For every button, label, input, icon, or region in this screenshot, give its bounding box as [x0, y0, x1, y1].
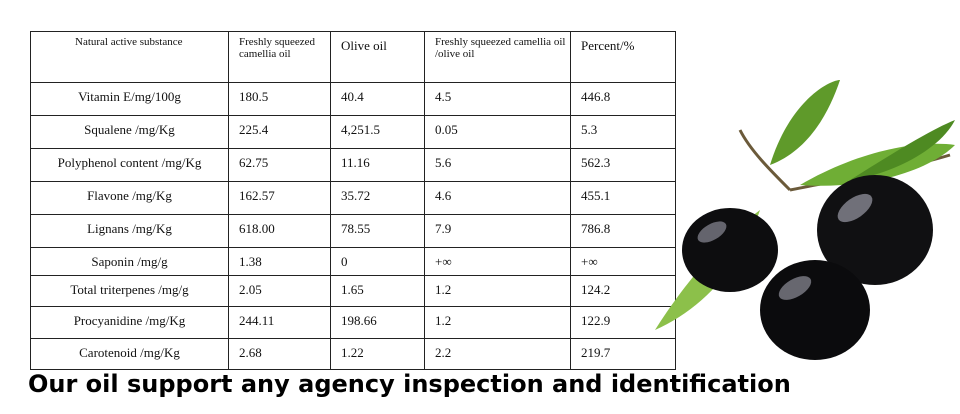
table-row: Squalene /mg/Kg 225.4 4,251.5 0.05 5.3	[30, 115, 676, 149]
table-row: Lignans /mg/Kg 618.00 78.55 7.9 786.8	[30, 214, 676, 248]
olive-highlight	[697, 221, 727, 243]
row-label: Polyphenol content /mg/Kg	[30, 148, 229, 182]
header-cell: Percent/%	[570, 31, 676, 83]
table-cell: +∞	[424, 247, 571, 276]
table-cell: 0.05	[424, 115, 571, 149]
table-cell: 40.4	[330, 82, 425, 116]
header-cell: Olive oil	[330, 31, 425, 83]
table-cell: 5.6	[424, 148, 571, 182]
row-label: Lignans /mg/Kg	[30, 214, 229, 248]
table-cell: 2.2	[424, 338, 571, 370]
table-cell: 2.68	[228, 338, 331, 370]
table-cell: 562.3	[570, 148, 676, 182]
header-cell: Natural active substance	[30, 31, 229, 83]
table-cell: 1.22	[330, 338, 425, 370]
caption: Our oil support any agency inspection an…	[28, 370, 791, 398]
header-cell: Freshly squeezed camellia oil /olive oil	[424, 31, 571, 83]
leaf	[770, 80, 840, 165]
table-cell: +∞	[570, 247, 676, 276]
table-cell: 198.66	[330, 306, 425, 339]
header-row: Natural active substance Freshly squeezed…	[30, 31, 676, 83]
table-row: Total triterpenes /mg/g 2.05 1.65 1.2 124.2	[30, 275, 676, 307]
table-cell: 78.55	[330, 214, 425, 248]
table-cell: 11.16	[330, 148, 425, 182]
table-cell: 2.05	[228, 275, 331, 307]
table-cell: 4.5	[424, 82, 571, 116]
row-label: Saponin /mg/g	[30, 247, 229, 276]
table-cell: 4,251.5	[330, 115, 425, 149]
olive-highlight	[837, 193, 873, 223]
table-cell: 162.57	[228, 181, 331, 215]
table-row: Vitamin E/mg/100g 180.5 40.4 4.5 446.8	[30, 82, 676, 116]
row-label: Carotenoid /mg/Kg	[30, 338, 229, 370]
table-cell: 35.72	[330, 181, 425, 215]
olive-highlight	[778, 276, 812, 300]
table-cell: 1.2	[424, 275, 571, 307]
table-cell: 4.6	[424, 181, 571, 215]
table-cell: 244.11	[228, 306, 331, 339]
table-row: Polyphenol content /mg/Kg 62.75 11.16 5.6 56…	[30, 148, 676, 182]
table-cell: 219.7	[570, 338, 676, 370]
table-cell: 1.2	[424, 306, 571, 339]
table-cell: 0	[330, 247, 425, 276]
table-cell: 62.75	[228, 148, 331, 182]
table-cell: 124.2	[570, 275, 676, 307]
table-cell: 455.1	[570, 181, 676, 215]
table-cell: 618.00	[228, 214, 331, 248]
table-row: Saponin /mg/g 1.38 0 +∞ +∞	[30, 247, 676, 276]
nutrition-table: Natural active substance Freshly squeezed…	[30, 31, 676, 370]
table-cell: 122.9	[570, 306, 676, 339]
row-label: Flavone /mg/Kg	[30, 181, 229, 215]
table-cell: 1.38	[228, 247, 331, 276]
table-row: Carotenoid /mg/Kg 2.68 1.22 2.2 219.7	[30, 338, 676, 370]
table-cell: 225.4	[228, 115, 331, 149]
table-cell: 786.8	[570, 214, 676, 248]
header-cell: Freshly squeezed camellia oil	[228, 31, 331, 83]
table-cell: 7.9	[424, 214, 571, 248]
table-row: Procyanidine /mg/Kg 244.11 198.66 1.2 122.9	[30, 306, 676, 339]
table-cell: 1.65	[330, 275, 425, 307]
table-row: Flavone /mg/Kg 162.57 35.72 4.6 455.1	[30, 181, 676, 215]
olive	[760, 260, 870, 360]
olive	[682, 208, 778, 292]
table-cell: 180.5	[228, 82, 331, 116]
leaf	[850, 120, 955, 180]
olive-illustration	[655, 80, 955, 360]
branch	[738, 129, 792, 192]
row-label: Total triterpenes /mg/g	[30, 275, 229, 307]
row-label: Vitamin E/mg/100g	[30, 82, 229, 116]
row-label: Squalene /mg/Kg	[30, 115, 229, 149]
table-cell: 446.8	[570, 82, 676, 116]
row-label: Procyanidine /mg/Kg	[30, 306, 229, 339]
